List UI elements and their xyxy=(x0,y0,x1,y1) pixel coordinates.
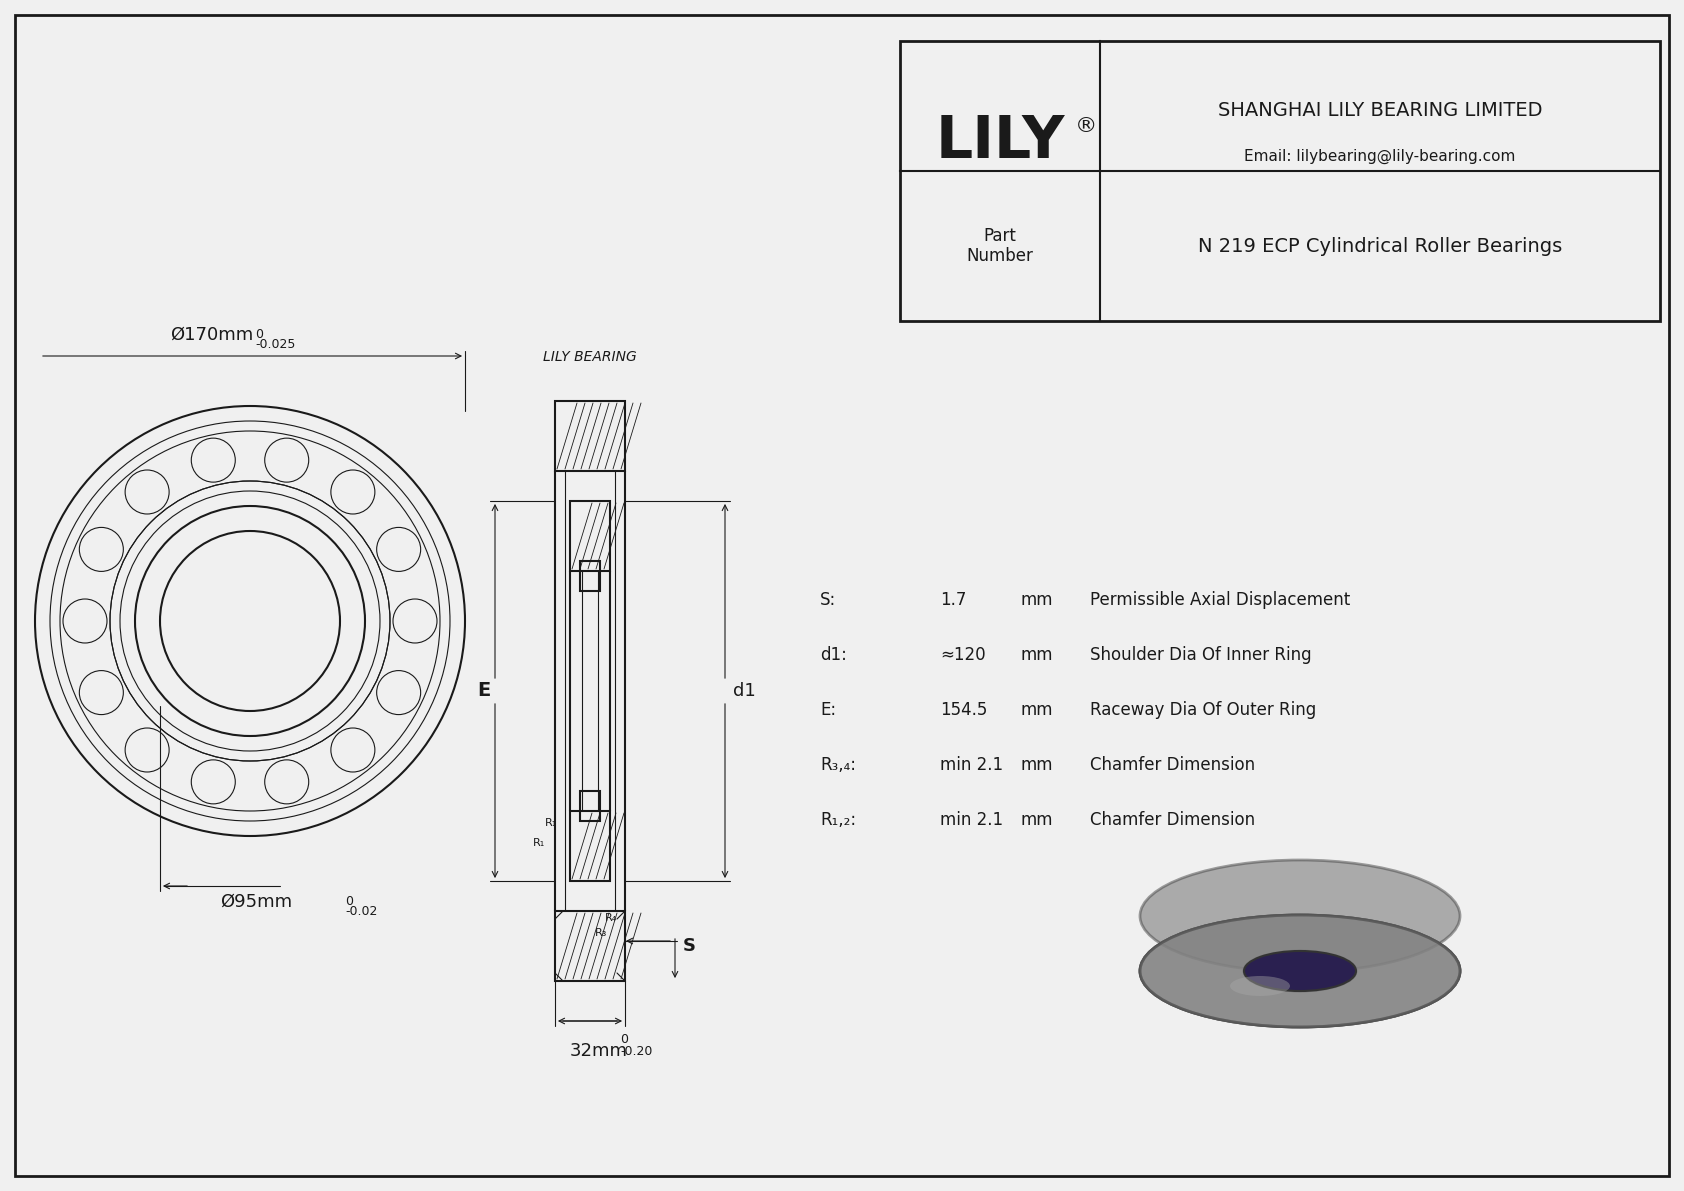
Text: S: S xyxy=(684,937,695,955)
Text: 0: 0 xyxy=(345,894,354,908)
Text: mm: mm xyxy=(1021,591,1052,609)
Text: Chamfer Dimension: Chamfer Dimension xyxy=(1090,811,1255,829)
Text: R₁: R₁ xyxy=(534,838,546,848)
Text: d1: d1 xyxy=(733,682,756,700)
Text: ®: ® xyxy=(1074,116,1098,136)
Text: Chamfer Dimension: Chamfer Dimension xyxy=(1090,756,1255,774)
Ellipse shape xyxy=(1244,950,1356,991)
Text: S:: S: xyxy=(820,591,837,609)
Text: R₃: R₃ xyxy=(594,928,608,939)
Text: mm: mm xyxy=(1021,701,1052,719)
Text: 0: 0 xyxy=(254,328,263,341)
Text: SHANGHAI LILY BEARING LIMITED: SHANGHAI LILY BEARING LIMITED xyxy=(1218,101,1543,120)
Text: Part
Number: Part Number xyxy=(967,226,1034,266)
Text: E:: E: xyxy=(820,701,837,719)
Ellipse shape xyxy=(1140,915,1460,1027)
Text: R₃,₄:: R₃,₄: xyxy=(820,756,855,774)
Text: 1.7: 1.7 xyxy=(940,591,967,609)
Text: 32mm: 32mm xyxy=(569,1042,628,1060)
Text: -0.02: -0.02 xyxy=(345,905,377,918)
Bar xyxy=(579,791,600,821)
Bar xyxy=(569,811,610,881)
Bar xyxy=(556,401,625,470)
Text: Ø95mm: Ø95mm xyxy=(221,893,291,911)
Ellipse shape xyxy=(1140,915,1460,1027)
Ellipse shape xyxy=(1140,860,1460,972)
Bar xyxy=(579,561,600,591)
Text: min 2.1: min 2.1 xyxy=(940,811,1004,829)
Ellipse shape xyxy=(1244,950,1356,991)
Bar xyxy=(556,911,625,981)
Text: mm: mm xyxy=(1021,756,1052,774)
Text: LILY: LILY xyxy=(935,112,1064,169)
Text: E: E xyxy=(477,681,490,700)
Text: 154.5: 154.5 xyxy=(940,701,987,719)
Text: -0.025: -0.025 xyxy=(254,338,295,351)
Text: N 219 ECP Cylindrical Roller Bearings: N 219 ECP Cylindrical Roller Bearings xyxy=(1197,237,1563,256)
Text: R₁,₂:: R₁,₂: xyxy=(820,811,855,829)
Bar xyxy=(569,501,610,570)
Text: mm: mm xyxy=(1021,811,1052,829)
Text: Permissible Axial Displacement: Permissible Axial Displacement xyxy=(1090,591,1351,609)
Text: 0: 0 xyxy=(620,1033,628,1046)
Text: LILY BEARING: LILY BEARING xyxy=(544,350,637,364)
Text: Shoulder Dia Of Inner Ring: Shoulder Dia Of Inner Ring xyxy=(1090,646,1312,665)
Text: R₁: R₁ xyxy=(546,818,557,828)
Text: mm: mm xyxy=(1021,646,1052,665)
Bar xyxy=(899,40,1660,322)
Text: d1:: d1: xyxy=(820,646,847,665)
Text: -0.20: -0.20 xyxy=(620,1045,652,1058)
Text: ≈120: ≈120 xyxy=(940,646,985,665)
Text: Email: lilybearing@lily-bearing.com: Email: lilybearing@lily-bearing.com xyxy=(1244,149,1516,163)
Text: R₄: R₄ xyxy=(605,913,618,923)
Text: Ø170mm: Ø170mm xyxy=(170,326,253,344)
Ellipse shape xyxy=(1229,975,1290,996)
Text: min 2.1: min 2.1 xyxy=(940,756,1004,774)
Text: Raceway Dia Of Outer Ring: Raceway Dia Of Outer Ring xyxy=(1090,701,1317,719)
